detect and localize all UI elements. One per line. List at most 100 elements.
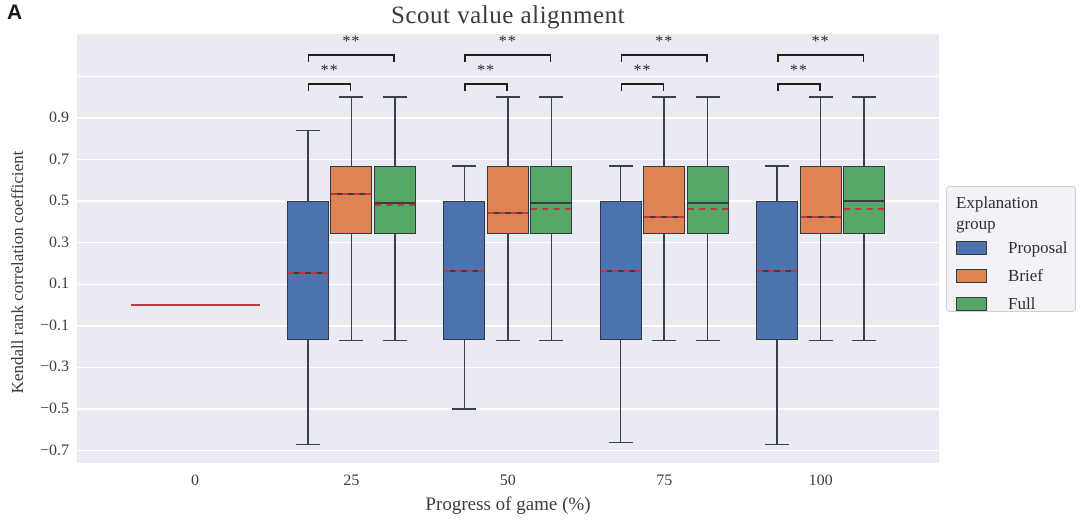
proposal-color-swatch-icon bbox=[956, 241, 987, 255]
median-line bbox=[844, 199, 885, 202]
whisker-upper bbox=[307, 130, 309, 202]
sig-label: ** bbox=[633, 62, 652, 79]
sig-bracket-tick bbox=[662, 83, 665, 91]
whisker-cap-upper bbox=[695, 96, 720, 98]
sig-bracket-tick bbox=[307, 83, 310, 91]
sig-label: ** bbox=[320, 62, 339, 79]
sig-bracket-tick bbox=[777, 83, 779, 91]
whisker-upper bbox=[819, 97, 822, 166]
whisker-upper bbox=[507, 97, 509, 166]
sig-bracket bbox=[777, 83, 821, 85]
sig-bracket-tick bbox=[620, 83, 623, 91]
mean-line bbox=[487, 212, 528, 215]
y-tick-label: 0.5 bbox=[49, 192, 69, 210]
mean-line bbox=[331, 193, 372, 196]
box-proposal-75 bbox=[599, 201, 642, 341]
mean-line bbox=[844, 207, 885, 210]
sig-bracket bbox=[464, 54, 552, 56]
gridline bbox=[77, 449, 939, 452]
whisker-lower bbox=[863, 234, 865, 341]
legend-item-label: Full bbox=[1008, 294, 1036, 313]
sig-bracket bbox=[464, 83, 508, 85]
legend-item-label: Proposal bbox=[1008, 238, 1068, 257]
whisker-upper bbox=[663, 97, 665, 166]
box-full-100 bbox=[843, 165, 886, 235]
chart-title: Scout value alignment bbox=[390, 2, 626, 29]
sig-bracket-tick bbox=[549, 54, 552, 62]
panel-label: A bbox=[7, 1, 23, 24]
box-brief-25 bbox=[330, 165, 373, 235]
whisker-upper bbox=[706, 97, 709, 166]
whisker-cap-lower bbox=[652, 339, 677, 342]
whisker-cap-lower bbox=[452, 408, 477, 410]
y-tick-label: −0.3 bbox=[39, 358, 69, 376]
whisker-cap-upper bbox=[852, 96, 877, 98]
whisker-cap-upper bbox=[295, 129, 320, 132]
x-tick-label: 75 bbox=[656, 472, 673, 489]
whisker-cap-lower bbox=[339, 339, 364, 342]
box-full-75 bbox=[686, 165, 729, 235]
y-tick-label: 0.7 bbox=[49, 150, 69, 168]
box-proposal-25 bbox=[286, 201, 329, 341]
box-full-25 bbox=[373, 165, 416, 235]
whisker-cap-lower bbox=[539, 339, 564, 342]
legend: Explanation group Proposal Brief Full bbox=[946, 186, 1076, 313]
sig-label: ** bbox=[342, 33, 361, 50]
mean-line bbox=[374, 203, 415, 206]
box-proposal-50 bbox=[443, 201, 486, 341]
y-tick-label: −0.7 bbox=[39, 441, 69, 459]
brief-color-swatch-icon bbox=[956, 269, 987, 283]
y-tick-label: 0.9 bbox=[49, 109, 69, 126]
whisker-lower bbox=[550, 234, 553, 341]
whisker-cap-upper bbox=[452, 165, 477, 167]
x-tick-label: 100 bbox=[808, 472, 833, 489]
mean-line bbox=[531, 207, 572, 210]
whisker-cap-upper bbox=[765, 165, 790, 167]
sig-bracket bbox=[620, 54, 708, 56]
x-tick-label: 50 bbox=[499, 472, 516, 489]
legend-title: Explanation bbox=[956, 193, 1039, 212]
full-color-swatch-icon bbox=[956, 297, 987, 311]
sig-bracket-tick bbox=[862, 54, 865, 62]
whisker-cap-upper bbox=[808, 96, 833, 98]
whisker-cap-upper bbox=[495, 96, 520, 98]
whisker-cap-lower bbox=[495, 339, 520, 342]
whisker-cap-lower bbox=[765, 443, 790, 446]
mean-line bbox=[800, 216, 841, 219]
mean-line bbox=[444, 270, 485, 273]
whisker-lower bbox=[507, 234, 509, 341]
y-axis-label: Kendall rank correlation coefficient bbox=[8, 150, 27, 394]
legend-item-label: Brief bbox=[1008, 266, 1043, 285]
box-brief-75 bbox=[643, 165, 686, 235]
sig-bracket-tick bbox=[819, 83, 821, 91]
sig-bracket-tick bbox=[706, 54, 708, 62]
whisker-cap-lower bbox=[295, 443, 320, 446]
whisker-upper bbox=[863, 97, 865, 166]
sig-label: ** bbox=[498, 33, 517, 50]
sig-bracket-tick bbox=[464, 54, 466, 62]
sig-label: ** bbox=[477, 62, 496, 79]
whisker-lower bbox=[706, 234, 709, 341]
whisker-lower bbox=[776, 340, 778, 445]
gridline bbox=[77, 75, 939, 78]
mean-line bbox=[687, 207, 728, 210]
whisker-upper bbox=[619, 165, 622, 202]
sig-bracket-tick bbox=[307, 54, 310, 62]
y-tick-label: 0.3 bbox=[49, 233, 69, 251]
sig-bracket bbox=[307, 83, 352, 85]
sig-bracket-tick bbox=[506, 83, 508, 91]
sig-label: ** bbox=[811, 33, 830, 50]
whisker-lower bbox=[307, 340, 309, 445]
sig-bracket-tick bbox=[620, 54, 623, 62]
y-tick-label: 0.1 bbox=[49, 275, 69, 293]
whisker-cap-upper bbox=[382, 96, 407, 98]
sig-bracket-tick bbox=[777, 54, 779, 62]
whisker-cap-upper bbox=[608, 165, 633, 167]
x-tick-label: 0 bbox=[191, 472, 199, 489]
mean-line bbox=[600, 270, 641, 273]
mean-line bbox=[287, 272, 328, 275]
y-tick-label: −0.1 bbox=[39, 316, 69, 334]
legend-item-proposal: Proposal bbox=[956, 234, 1068, 262]
whisker-upper bbox=[463, 165, 466, 202]
sig-bracket-tick bbox=[464, 83, 466, 91]
